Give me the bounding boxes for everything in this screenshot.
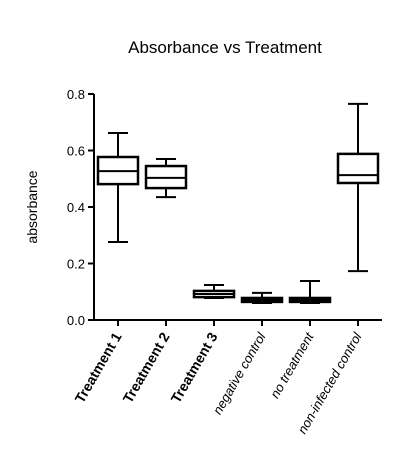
x-tick-label: Treatment 2 [119, 329, 172, 405]
y-tick-label: 0.2 [67, 257, 85, 272]
y-axis-label: absorbance [24, 170, 40, 243]
y-tick-label: 0.4 [67, 200, 85, 215]
x-tick-label: Treatment 1 [71, 329, 124, 405]
y-tick-label: 0.6 [67, 144, 85, 159]
x-tick-label: no treatment [267, 329, 317, 401]
x-tick-label: negative control [210, 329, 269, 417]
box [336, 152, 380, 185]
y-tick-label: 0.0 [67, 313, 85, 328]
chart-title: Absorbance vs Treatment [128, 38, 322, 57]
x-tick-label: Treatment 3 [167, 329, 220, 405]
y-tick-label: 0.8 [67, 87, 85, 102]
